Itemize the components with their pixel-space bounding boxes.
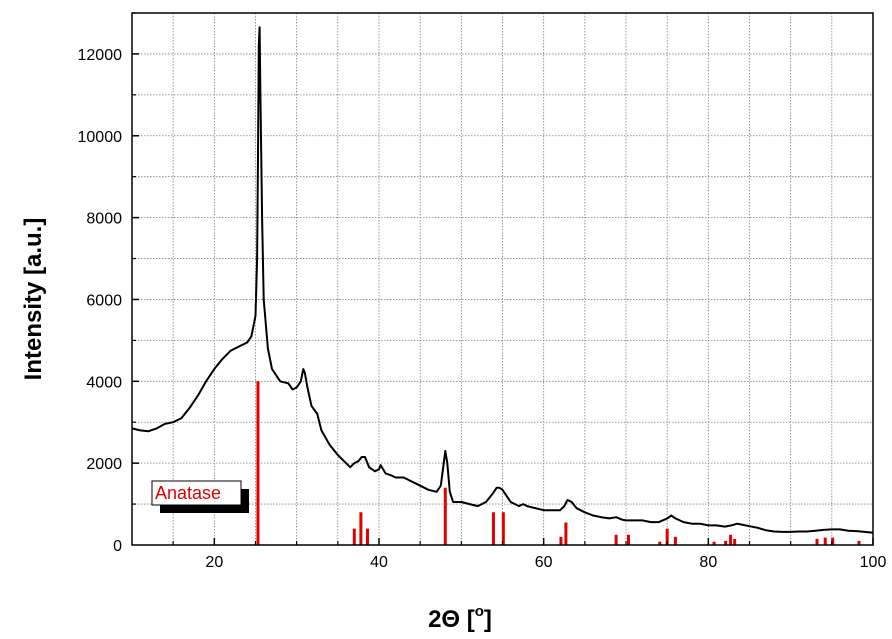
y-tick-labels: 0 2000 4000 6000 8000 10000 12000: [78, 47, 123, 555]
plot-frame: [131, 12, 874, 546]
grid: [132, 13, 873, 545]
x-axis-title: 2Θ [o]: [428, 603, 492, 633]
x-tick-label: 80: [699, 554, 717, 571]
y-tick-label: 4000: [86, 374, 122, 391]
x-tick-label: 60: [535, 554, 553, 571]
x-axis-title-main: 2Θ [: [428, 606, 475, 633]
x-axis-title-close: ]: [484, 606, 492, 633]
x-tick-label: 40: [370, 554, 388, 571]
legend-label-anatase: Anatase: [155, 483, 221, 503]
x-tick-label: 100: [860, 554, 887, 571]
axis-ticks: [132, 12, 874, 545]
y-tick-label: 2000: [86, 456, 122, 473]
y-tick-label: 12000: [78, 47, 123, 64]
x-tick-label: 20: [205, 554, 223, 571]
legend: Anatase: [151, 480, 249, 513]
legend-box: [151, 480, 242, 506]
xrd-pattern-line: [131, 26, 874, 534]
x-tick-labels: 20 40 60 80 100: [205, 554, 886, 571]
x-axis-title-degree: o: [475, 603, 484, 620]
y-tick-label: 6000: [86, 292, 122, 309]
y-tick-label: 0: [113, 538, 122, 555]
reference-bars: [256, 381, 861, 545]
y-tick-label: 8000: [86, 211, 122, 228]
y-axis-title: Intensity [a.u.]: [20, 218, 47, 381]
y-tick-label: 10000: [78, 129, 123, 146]
